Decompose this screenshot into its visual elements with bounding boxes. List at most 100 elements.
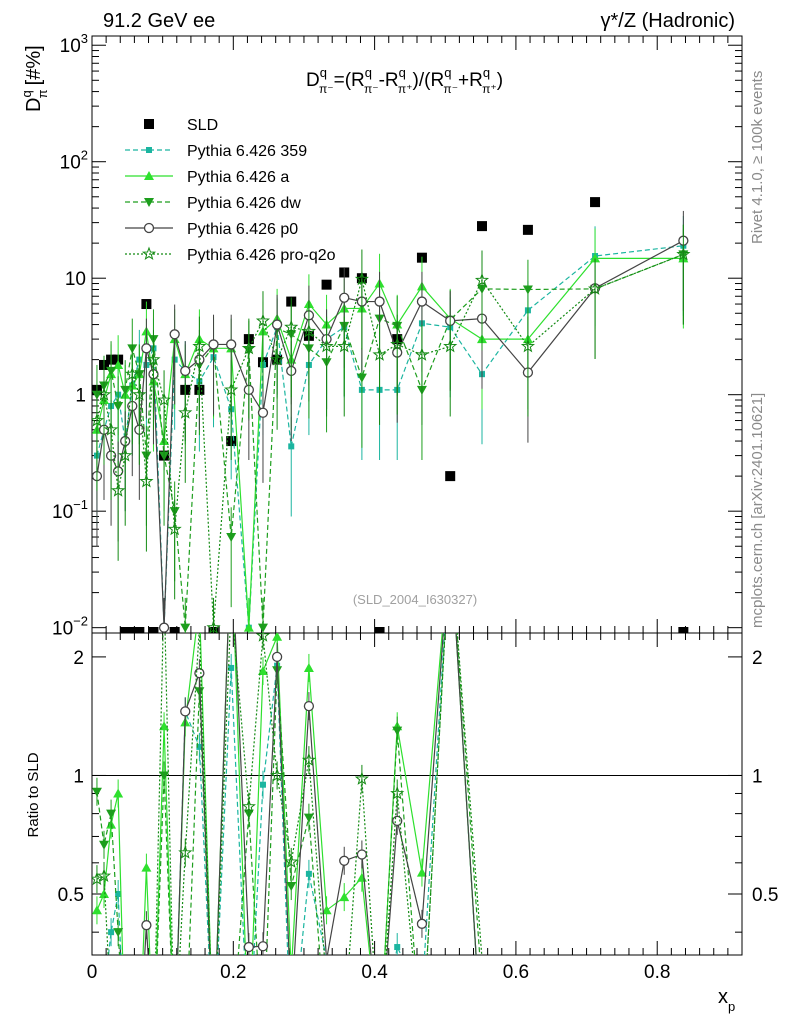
ratio-point: [321, 905, 332, 915]
mc-point: [111, 483, 126, 497]
ratio-point: [272, 633, 283, 641]
mc-point: [390, 336, 405, 351]
mc-point: [257, 623, 268, 633]
y-tick-label: 10: [65, 269, 86, 290]
mc-point: [241, 340, 256, 355]
mc-point: [141, 343, 152, 354]
mc-point: [146, 352, 161, 366]
mc-point: [354, 271, 369, 286]
ratio-point: [303, 700, 315, 712]
mc-point: [522, 285, 533, 295]
legend-entry: Pythia 6.426 pro-q2o: [125, 246, 336, 264]
ratio-point: [284, 854, 299, 868]
legend-marker: [144, 198, 154, 207]
mc-point: [156, 392, 172, 407]
mc-point: [118, 448, 133, 462]
sld-point: [477, 221, 487, 232]
title-q3: q: [399, 65, 406, 80]
ratio-point: [390, 786, 405, 800]
title-slash: )/(R: [413, 70, 445, 91]
legend-label: Pythia 6.426 pro-q2o: [187, 247, 336, 264]
mc-point: [590, 253, 601, 263]
mc-point: [125, 366, 140, 381]
ratio-y-label: Ratio to SLD: [25, 752, 42, 837]
sld-point: [134, 627, 145, 633]
mc-point: [167, 521, 182, 536]
mc-point: [178, 405, 193, 419]
sld-point: [148, 627, 159, 633]
ratio-point: [243, 941, 254, 953]
sld-point: [678, 627, 689, 633]
ratio-point: [270, 768, 285, 782]
legend-marker: [144, 171, 154, 180]
mc-point: [169, 329, 180, 340]
mc-point: [243, 622, 254, 632]
title-q5: q: [483, 65, 490, 80]
ratio-point: [339, 892, 350, 902]
ratio-axes: 0.5 0.5 1 1 2 2 0 0.2 0.4 0.6 0.8: [58, 648, 779, 983]
legend-label: Pythia 6.426 p0: [187, 221, 298, 238]
mc-point: [443, 338, 458, 353]
title-plus: +R: [458, 70, 483, 91]
mc-point: [474, 272, 490, 287]
ratio-point: [303, 662, 314, 672]
legend-marker: [141, 246, 157, 261]
ylabel-pi: π: [35, 89, 50, 98]
y-tick-label: 10−1: [52, 497, 88, 523]
sld-point: [445, 471, 456, 482]
x-tick-label: 0.4: [361, 962, 388, 983]
ratio-y-tick-label: 2: [73, 648, 84, 669]
main-y-axis: 10−2 10−1 1 10 102 103: [52, 31, 743, 955]
y-tick-label: 103: [60, 31, 88, 57]
legend-marker: [146, 147, 152, 153]
ylabel-unit: [#%]: [23, 45, 45, 85]
ratio-point: [92, 905, 102, 915]
mc-point: [374, 296, 385, 307]
mc-point: [180, 623, 191, 633]
mc-point: [206, 620, 221, 633]
ratio-point: [416, 918, 428, 929]
mc-point: [224, 382, 239, 396]
ratio-y-tick-label: 1: [73, 766, 84, 787]
y-axis-label: Dqπ [#%]: [19, 45, 50, 112]
legend-label: Pythia 6.426 a: [187, 169, 289, 186]
ratio-series-layer: [92, 633, 483, 955]
mc-point: [120, 385, 131, 395]
mc-point: [587, 281, 603, 295]
legend-marker: [143, 222, 155, 234]
ratio-point: [271, 651, 283, 663]
ratio-point: [99, 888, 110, 898]
mc-point: [356, 373, 367, 383]
mc-point: [192, 338, 207, 353]
sld-point: [590, 197, 601, 208]
mc-point: [139, 474, 154, 488]
ratio-point: [286, 882, 297, 892]
ratio-point: [255, 633, 271, 642]
ratio-point: [141, 920, 152, 931]
mc-point: [92, 413, 105, 427]
rivet-label: Rivet 4.1.0, ≥ 100k events: [749, 71, 766, 244]
xlabel-p: p: [728, 999, 735, 1014]
ratio-y-tick-label-right: 0.5: [752, 885, 778, 906]
ratio-point: [394, 944, 401, 951]
sld-point: [321, 279, 332, 290]
legend-entry: Pythia 6.426 a: [125, 169, 289, 186]
main-series-layer: [92, 197, 691, 633]
title-eq: =(R: [334, 70, 365, 91]
mc-point: [158, 622, 170, 633]
ratio-point: [92, 787, 102, 797]
sld-point: [169, 627, 180, 633]
ratio-point: [392, 726, 403, 736]
ratio-point: [228, 664, 235, 671]
mc-point: [103, 422, 119, 436]
legend-label: SLD: [187, 117, 218, 134]
xlabel-x: x: [718, 986, 728, 1008]
ratio-panel-frame: [91, 632, 743, 956]
ratio-point: [259, 781, 266, 788]
ratio-point: [301, 752, 316, 767]
ratio-point: [159, 771, 170, 781]
mc-point: [676, 246, 691, 261]
sld-point: [374, 627, 385, 633]
title-pi: π⁻: [319, 82, 334, 96]
